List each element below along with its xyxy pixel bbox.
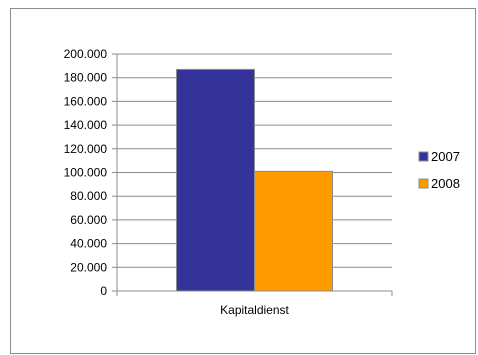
y-tick-labels: 0 20.000 40.000 60.000 80.000 100.000 120.000 1… bbox=[64, 47, 108, 298]
bar-2008 bbox=[254, 170, 333, 292]
legend-label: 2007 bbox=[431, 149, 460, 164]
bars bbox=[176, 68, 333, 292]
legend-swatch-2008 bbox=[418, 178, 429, 189]
y-tick-label: 40.000 bbox=[70, 237, 107, 251]
y-tick-label: 120.000 bbox=[64, 142, 108, 156]
x-category-label: Kapitaldienst bbox=[220, 303, 289, 317]
axes bbox=[112, 53, 393, 296]
y-tick-label: 20.000 bbox=[70, 260, 107, 274]
y-tick-label: 0 bbox=[100, 284, 107, 298]
y-tick-label: 100.000 bbox=[64, 166, 108, 180]
y-tick-label: 140.000 bbox=[64, 118, 108, 132]
y-tick-label: 200.000 bbox=[64, 47, 108, 61]
legend-swatch-2007 bbox=[418, 151, 429, 162]
bar-2007 bbox=[176, 68, 255, 292]
y-tick-label: 60.000 bbox=[70, 213, 107, 227]
y-tick-label: 180.000 bbox=[64, 71, 108, 85]
y-tick-label: 80.000 bbox=[70, 189, 107, 203]
legend: 2007 2008 bbox=[418, 149, 460, 191]
legend-label: 2008 bbox=[431, 176, 460, 191]
x-tick-labels: Kapitaldienst bbox=[220, 303, 289, 317]
y-tick-label: 160.000 bbox=[64, 94, 108, 108]
